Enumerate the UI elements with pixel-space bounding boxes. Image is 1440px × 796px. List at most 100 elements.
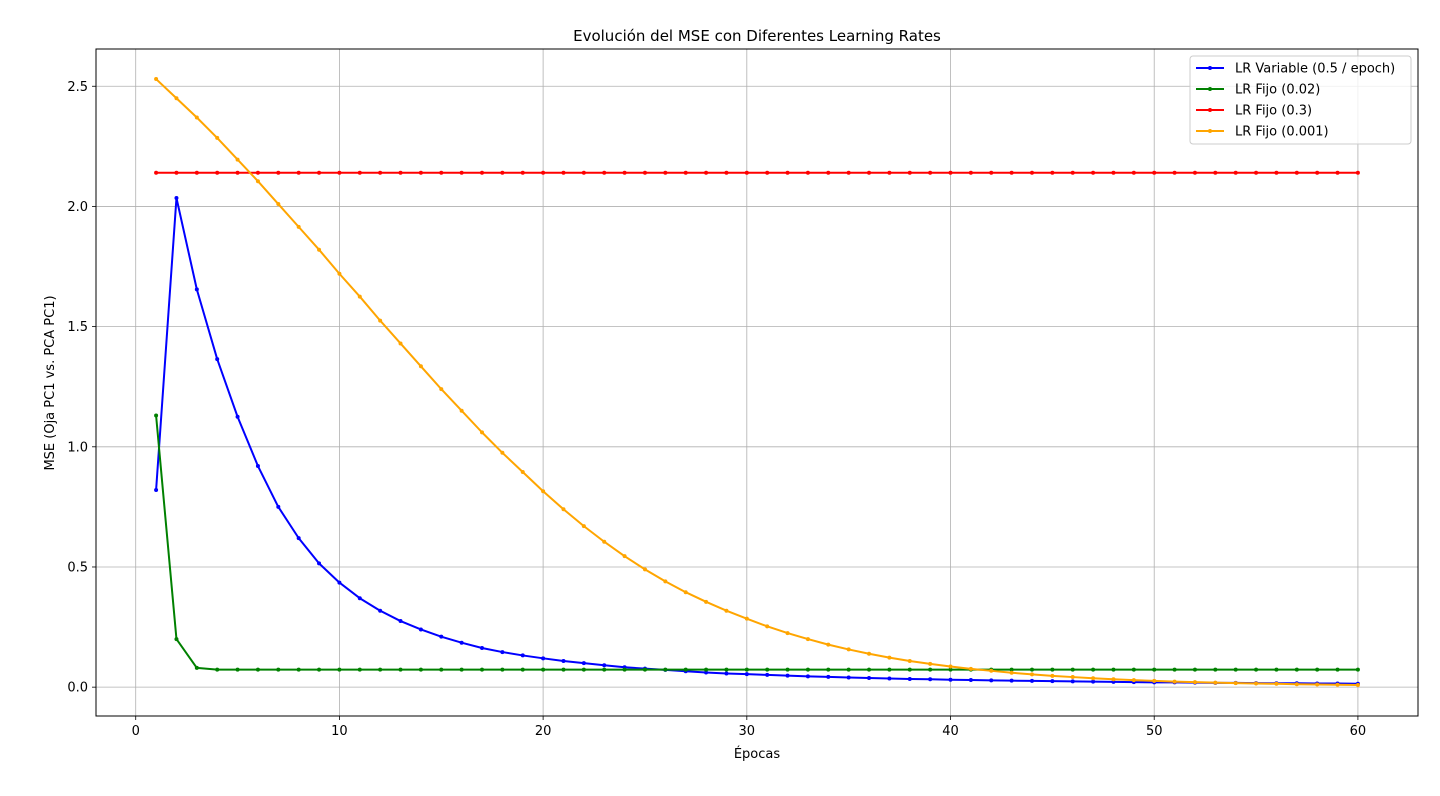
data-point (1294, 170, 1299, 175)
data-point (317, 247, 322, 252)
y-tick-label: 2.5 (67, 80, 88, 95)
data-point (744, 170, 749, 175)
data-point (378, 318, 383, 323)
data-point (357, 596, 362, 601)
data-point (398, 341, 403, 346)
data-point (785, 170, 790, 175)
data-point (1254, 681, 1259, 686)
data-point (704, 170, 709, 175)
data-point (317, 561, 322, 566)
data-point (1091, 676, 1096, 681)
data-point (1172, 679, 1177, 684)
data-point (867, 170, 872, 175)
data-point (1029, 667, 1034, 672)
data-point (459, 170, 464, 175)
data-point (215, 135, 220, 140)
data-point (744, 616, 749, 621)
data-point (357, 170, 362, 175)
data-point (683, 667, 688, 672)
data-point (867, 667, 872, 672)
data-point (928, 667, 933, 672)
data-point (174, 170, 179, 175)
legend-marker (1208, 108, 1212, 112)
data-point (581, 661, 586, 666)
y-tick-label: 0.5 (67, 560, 88, 575)
data-point (622, 554, 627, 559)
data-point (337, 271, 342, 276)
data-point (1050, 170, 1055, 175)
data-point (1233, 170, 1238, 175)
data-point (174, 637, 179, 642)
data-point (663, 667, 668, 672)
data-point (194, 170, 199, 175)
data-point (541, 170, 546, 175)
series-3 (154, 170, 1360, 175)
data-point (1315, 667, 1320, 672)
data-point (765, 170, 770, 175)
data-point (805, 667, 810, 672)
data-point (337, 170, 342, 175)
data-point (520, 667, 525, 672)
data-point (439, 634, 444, 639)
data-point (1315, 170, 1320, 175)
data-point (1131, 678, 1136, 683)
data-point (154, 413, 159, 418)
data-point (805, 170, 810, 175)
data-point (1029, 678, 1034, 683)
data-point (296, 667, 301, 672)
data-point (683, 590, 688, 595)
data-point (439, 667, 444, 672)
plot-frame (95, 48, 1419, 717)
x-tick-label: 60 (1350, 724, 1367, 739)
data-point (480, 667, 485, 672)
data-point (215, 170, 220, 175)
data-point (1009, 170, 1014, 175)
data-point (500, 450, 505, 455)
data-point (541, 656, 546, 661)
y-tick-label: 2.0 (67, 200, 88, 215)
data-point (1131, 667, 1136, 672)
data-point (1213, 667, 1218, 672)
data-point (174, 96, 179, 101)
data-point (1009, 667, 1014, 672)
data-point (500, 667, 505, 672)
data-point (215, 357, 220, 362)
data-point (642, 170, 647, 175)
data-point (928, 661, 933, 666)
data-point (235, 414, 240, 419)
data-point (459, 408, 464, 413)
data-point (744, 667, 749, 672)
data-point (235, 170, 240, 175)
data-point (805, 637, 810, 642)
data-point (1131, 170, 1136, 175)
y-axis: 0.0 0.5 1.0 1.5 2.0 2.5 (67, 80, 96, 696)
data-point (1274, 667, 1279, 672)
data-point (1213, 170, 1218, 175)
data-point (276, 202, 281, 207)
data-point (785, 673, 790, 678)
data-point (1213, 680, 1218, 685)
data-point (1111, 170, 1116, 175)
data-point (1070, 675, 1075, 680)
data-point (1091, 667, 1096, 672)
data-point (867, 651, 872, 656)
data-point (1355, 682, 1360, 687)
data-point (357, 667, 362, 672)
data-point (541, 489, 546, 494)
data-point (622, 170, 627, 175)
data-point (439, 170, 444, 175)
legend-label: LR Fijo (0.02) (1235, 83, 1320, 98)
data-point (255, 170, 260, 175)
x-tick-label: 30 (739, 724, 756, 739)
data-point (907, 170, 912, 175)
data-point (235, 157, 240, 162)
data-point (1029, 672, 1034, 677)
data-point (1009, 670, 1014, 675)
data-point (296, 170, 301, 175)
data-point (154, 77, 159, 82)
data-point (846, 647, 851, 652)
data-point (480, 170, 485, 175)
data-point (235, 667, 240, 672)
legend-item: LR Variable (0.5 / epoch) (1196, 62, 1395, 77)
